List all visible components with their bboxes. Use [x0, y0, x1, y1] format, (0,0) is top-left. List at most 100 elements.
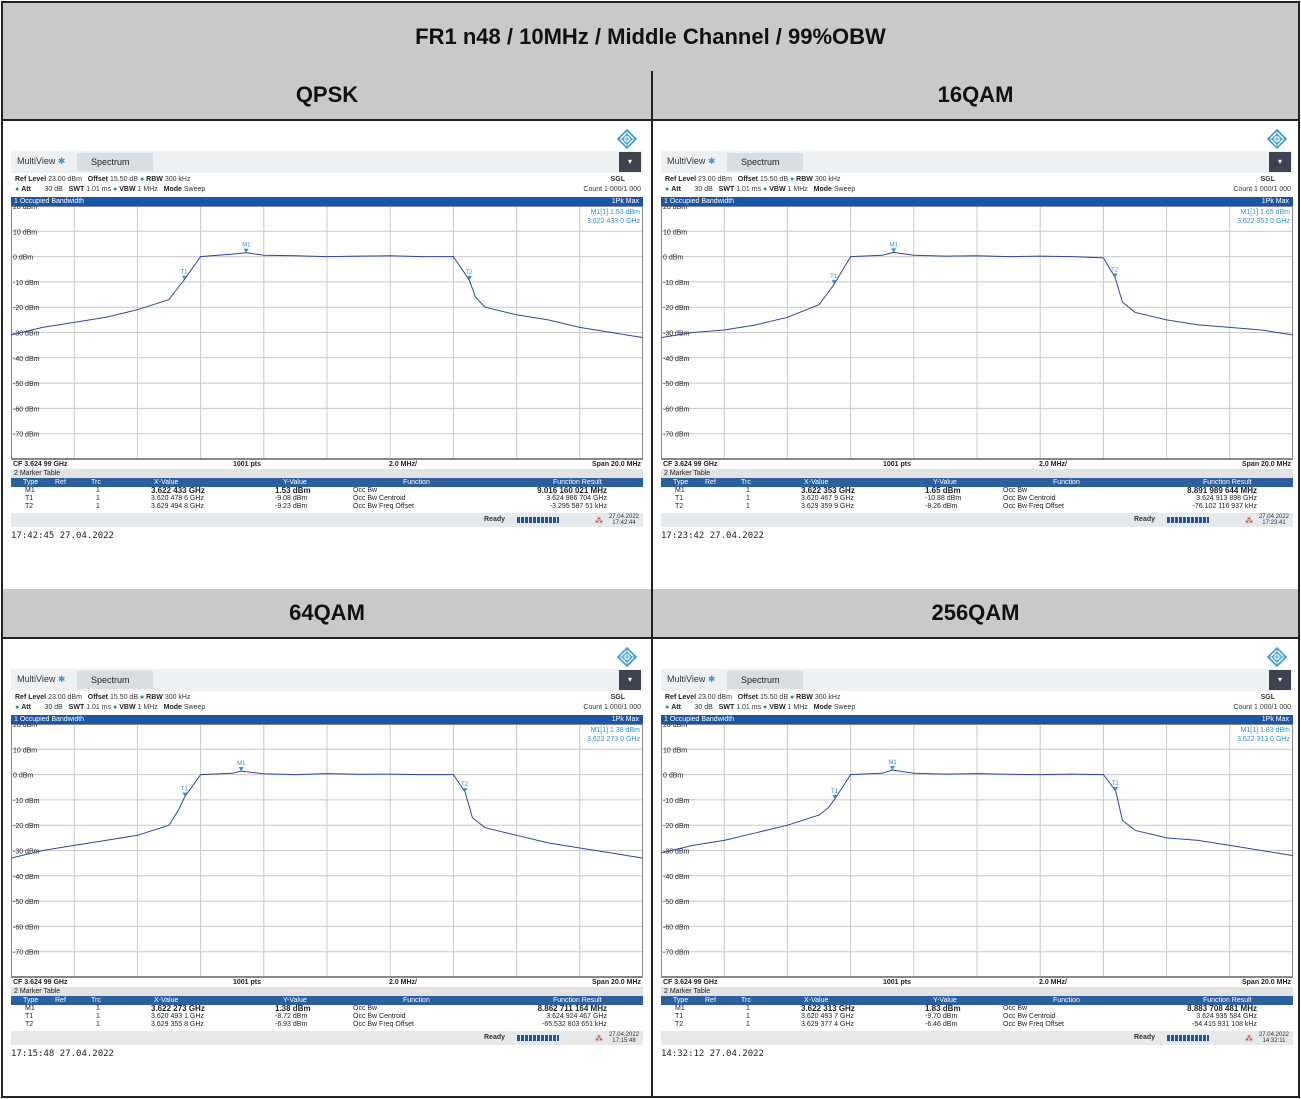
swt: 1.01 ms	[86, 704, 112, 711]
row-type: M1	[25, 1005, 35, 1012]
row-y: 1.65 dBm	[925, 486, 961, 495]
marker-table-title: 2 Marker Table	[11, 987, 643, 996]
sgl-label: SGL	[610, 176, 625, 183]
marker-label: T1	[831, 789, 839, 795]
multiview-label[interactable]: MultiView ✱	[17, 674, 66, 684]
marker-row-t2: T2 1 3.629 494 8 GHz -9.23 dBm Occ Bw Fr…	[11, 503, 643, 511]
att: 30 dB	[44, 704, 63, 711]
tab-spectrum[interactable]: Spectrum	[727, 671, 803, 689]
row-type: T1	[25, 495, 34, 502]
marker-t1	[831, 280, 837, 285]
offset: 15.50 dB	[109, 176, 138, 183]
marker-row-m1: M1 1 3.622 273 GHz 1.38 dBm Occ Bw 8.862…	[11, 1005, 643, 1013]
marker-table-title: 2 Marker Table	[661, 469, 1293, 478]
row-result: -54.415 931 108 kHz	[1192, 1021, 1257, 1028]
multiview-star-icon: ✱	[707, 156, 716, 166]
marker-t1	[182, 792, 188, 797]
marker-t1	[181, 275, 187, 280]
y-tick-label: -50 dBm	[13, 381, 40, 388]
row-y: -9.70 dBm	[925, 1013, 958, 1020]
multiview-label[interactable]: MultiView ✱	[17, 156, 66, 166]
marker-row-m1: M1 1 3.622 313 GHz 1.83 dBm Occ Bw 8.883…	[661, 1005, 1293, 1013]
y-tick-label: 20 dBm	[13, 206, 37, 211]
multiview-star-icon: ✱	[57, 156, 66, 166]
capture-timestamp: 17:15:48 27.04.2022	[11, 1049, 114, 1059]
warning-icon: ⁂	[1245, 1034, 1253, 1043]
row-function: Occ Bw Freq Offset	[1003, 1021, 1064, 1028]
row-trc: 1	[96, 1021, 100, 1028]
label-16qam: 16QAM	[937, 82, 1014, 107]
tab-spectrum[interactable]: Spectrum	[77, 153, 153, 171]
marker-label: T2	[1112, 781, 1120, 787]
menu-button[interactable]: ▾	[1269, 670, 1291, 690]
row-x: 3.629 355 8 GHz	[151, 1021, 204, 1028]
plot-footer: CF 3.624 99 GHz 1001 pts 2.0 MHz/ Span 2…	[11, 459, 643, 469]
marker-label: T2	[1111, 267, 1119, 273]
swt: 1.01 ms	[736, 704, 762, 711]
multiview-label[interactable]: MultiView ✱	[667, 156, 716, 166]
tab-spectrum[interactable]: Spectrum	[77, 671, 153, 689]
capture-timestamp: 14:32:12 27.04.2022	[661, 1049, 764, 1059]
marker-m1	[243, 248, 249, 253]
span-label: Span 20.0 MHz	[1241, 979, 1291, 986]
y-tick-label: -30 dBm	[13, 331, 40, 338]
menu-button[interactable]: ▾	[1269, 152, 1291, 172]
m1-box-level: M1[1] 1.83 dBm	[1241, 727, 1291, 734]
ref-level: 23.00 dBm	[48, 176, 82, 183]
marker-t2	[462, 788, 468, 793]
y-tick-label: -50 dBm	[13, 899, 40, 906]
settings-bar: Ref Level 23.00 dBm Offset 15.50 dB ● RB…	[665, 694, 1291, 711]
row-result: 9.016 160 021 MHz	[537, 486, 607, 495]
row-result: 8.891 989 644 MHz	[1187, 486, 1257, 495]
row-type: M1	[25, 487, 35, 494]
trace-mode: 1Pk Max	[611, 716, 639, 723]
y-tick-label: -10 dBm	[13, 798, 40, 805]
trace-mode: 1Pk Max	[1261, 716, 1289, 723]
row-trc: 1	[96, 503, 100, 510]
y-tick-label: -40 dBm	[663, 874, 690, 881]
y-tick-label: -40 dBm	[13, 874, 40, 881]
rohde-schwarz-diamond-icon	[1267, 647, 1287, 667]
row-type: M1	[675, 487, 685, 494]
row-x: 3.620 478 6 GHz	[151, 495, 204, 502]
m1-box-level: M1[1] 1.65 dBm	[1241, 209, 1291, 216]
multiview-label[interactable]: MultiView ✱	[667, 674, 716, 684]
menu-button[interactable]: ▾	[619, 152, 641, 172]
marker-label: M1	[242, 243, 251, 249]
row-function: Occ Bw	[353, 1005, 378, 1012]
settings-bar: Ref Level 23.00 dBm Offset 15.50 dB ● RB…	[15, 694, 641, 711]
menu-button[interactable]: ▾	[619, 670, 641, 690]
vbw: 1 MHz	[137, 186, 158, 193]
tab-spectrum[interactable]: Spectrum	[727, 153, 803, 171]
capture-timestamp: 17:23:42 27.04.2022	[661, 531, 764, 541]
y-tick-label: -20 dBm	[663, 823, 690, 830]
status-bar: Ready ⁂ 27.04.2022 17:23:41	[661, 513, 1293, 527]
marker-t1	[832, 795, 838, 800]
row-y: -8.72 dBm	[275, 1013, 308, 1020]
y-tick-label: 10 dBm	[13, 229, 37, 236]
row-trc: 1	[746, 495, 750, 502]
row-trc: 1	[96, 1013, 100, 1020]
points-count: 1001 pts	[233, 979, 262, 986]
progress-bar	[517, 1035, 559, 1041]
vbw: 1 MHz	[137, 704, 158, 711]
vbw: 1 MHz	[787, 704, 808, 711]
swt: 1.01 ms	[736, 186, 762, 193]
panel-qpsk: MultiView ✱ Spectrum ▾ Ref Level 23.00 d…	[5, 121, 647, 553]
marker-t2	[1112, 273, 1118, 278]
occupied-bandwidth-title: 1 Occupied Bandwidth 1Pk Max	[11, 715, 643, 724]
span-label: Span 20.0 MHz	[1241, 461, 1291, 468]
marker-table-header: Type Ref Trc X-Value Y-Value Function Fu…	[661, 996, 1293, 1005]
row-type: T2	[675, 503, 684, 510]
row-type: T1	[675, 1013, 684, 1020]
offset: 15.50 dB	[759, 176, 788, 183]
status-datetime: 27.04.2022 17:23:41	[1258, 514, 1289, 526]
trace-mode: 1Pk Max	[611, 198, 639, 205]
spectrum-plot: 20 dBm 10 dBm 0 dBm -10 dBm -20 dBm -30 dBm -4…	[661, 724, 1293, 977]
row-result: -76.102 116 937 kHz	[1192, 503, 1257, 510]
marker-label: M1	[890, 242, 899, 248]
sgl-label: SGL	[610, 694, 625, 701]
y-tick-label: -70 dBm	[13, 432, 40, 439]
swt: 1.01 ms	[86, 186, 112, 193]
